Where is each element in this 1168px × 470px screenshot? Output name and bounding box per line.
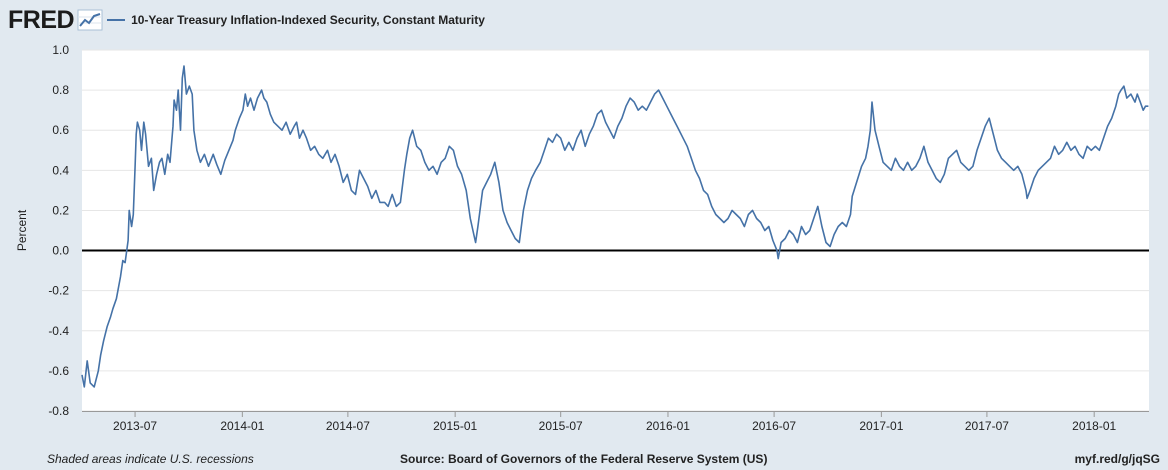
- x-tick-label: 2014-07: [326, 419, 370, 433]
- y-tick-label: -0.6: [48, 364, 69, 378]
- y-tick-label: -0.8: [48, 404, 69, 418]
- legend-line-swatch: [107, 19, 126, 21]
- y-tick-label: -0.4: [48, 324, 69, 338]
- y-tick-label: 1.0: [52, 43, 69, 57]
- x-tick-label: 2016-01: [646, 419, 690, 433]
- plot-area: [82, 50, 1149, 411]
- y-tick-label: 0.2: [52, 203, 69, 217]
- y-tick-label: 0.8: [52, 83, 69, 97]
- x-tick-label: 2015-07: [539, 419, 583, 433]
- chart-logo-icon: [77, 9, 103, 31]
- recession-note: Shaded areas indicate U.S. recessions: [47, 452, 254, 466]
- source-note: Source: Board of Governors of the Federa…: [400, 452, 768, 466]
- chart-header: FRED 10-Year Treasury Inflation-Indexed …: [8, 6, 485, 34]
- x-tick-label: 2013-07: [113, 419, 157, 433]
- legend-series-label: 10-Year Treasury Inflation-Indexed Secur…: [131, 13, 485, 27]
- x-tick-label: 2018-01: [1072, 419, 1116, 433]
- chart-legend: 10-Year Treasury Inflation-Indexed Secur…: [107, 13, 485, 27]
- y-tick-label: 0.6: [52, 123, 69, 137]
- fred-logo-text: FRED: [8, 5, 75, 34]
- x-tick-label: 2014-01: [220, 419, 264, 433]
- y-axis-label: Percent: [15, 209, 29, 251]
- x-tick-label: 2016-07: [752, 419, 796, 433]
- series-line: [81, 65, 1149, 388]
- x-tick-label: 2017-01: [859, 419, 903, 433]
- y-tick-label: 0.0: [52, 244, 69, 258]
- y-tick-label: -0.2: [48, 284, 69, 298]
- y-tick-label: 0.4: [52, 163, 69, 177]
- x-tick-label: 2015-01: [433, 419, 477, 433]
- fred-logo[interactable]: FRED: [8, 5, 103, 34]
- x-tick-label: 2017-07: [965, 419, 1009, 433]
- short-link[interactable]: myf.red/g/jqSG: [1074, 452, 1160, 466]
